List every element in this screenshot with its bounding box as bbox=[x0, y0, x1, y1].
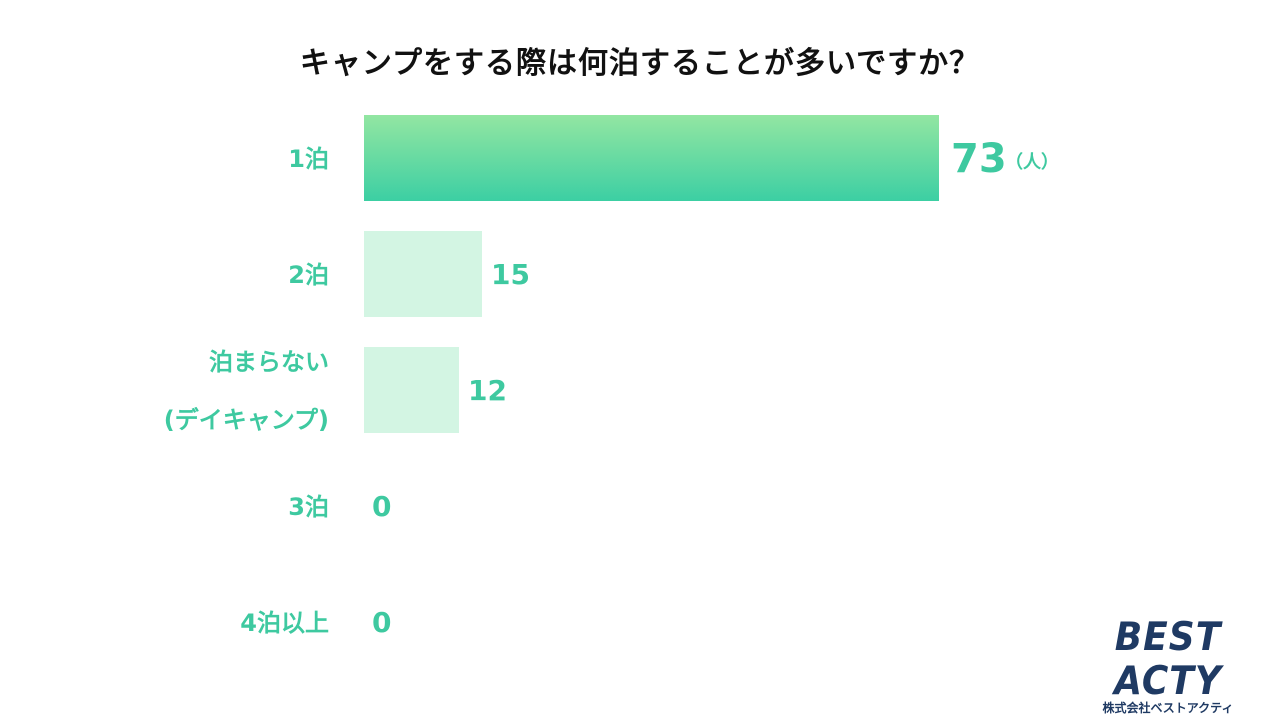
category-label: 4泊以上 bbox=[240, 609, 329, 637]
logo-wordmark: BEST ACTY bbox=[1114, 614, 1222, 704]
category-label: 1泊 bbox=[288, 145, 329, 173]
value-label: 15 bbox=[491, 258, 530, 291]
logo-company-name: 株式会社ベストアクティ bbox=[1102, 701, 1234, 715]
value-label: 0 bbox=[372, 606, 391, 639]
bar-2 bbox=[364, 231, 482, 317]
value-label: 73 bbox=[951, 136, 1007, 182]
category-label: 2泊 bbox=[288, 261, 329, 289]
category-label: (デイキャンプ) bbox=[164, 406, 329, 434]
value-label: 0 bbox=[372, 490, 391, 523]
category-label: 3泊 bbox=[288, 493, 329, 521]
unit-label: （人） bbox=[1005, 152, 1059, 173]
category-label: 泊まらない bbox=[209, 348, 329, 376]
company-logo: BEST ACTY 株式会社ベストアクティ bbox=[1072, 615, 1264, 716]
bar-3 bbox=[364, 347, 459, 433]
bar-1 bbox=[364, 115, 939, 201]
value-label: 12 bbox=[468, 374, 507, 407]
chart-title: キャンプをする際は何泊することが多いですか？ bbox=[299, 46, 981, 81]
chart-marks: 1泊 73（人） 2泊 15 泊まらない (デイキャンプ) 12 3泊 0 4泊以上 0 bbox=[164, 115, 1059, 639]
